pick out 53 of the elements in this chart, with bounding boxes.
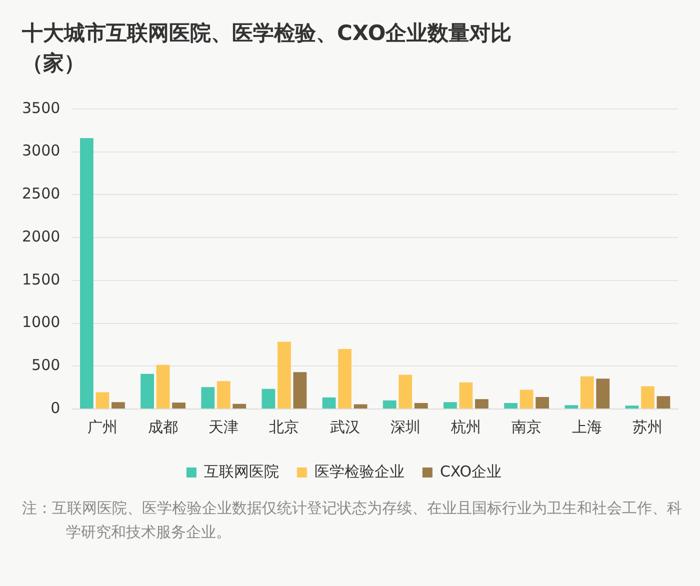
bar	[201, 387, 215, 408]
bar	[156, 364, 170, 408]
text: 注：互联网医院、医学检验企业数据仅统计登记状态为存续、在业且国标行业为卫生和社会工作、科学研究和技术服务企业。	[22, 498, 682, 543]
y-tick-label: 3000	[22, 142, 60, 160]
bar	[322, 397, 336, 408]
bar	[656, 396, 670, 408]
x-tick-label: 广州	[87, 418, 118, 436]
bar	[293, 372, 307, 408]
bar	[520, 390, 534, 408]
bar	[504, 403, 518, 408]
bar	[414, 403, 428, 408]
y-tick-label: 0	[50, 398, 60, 417]
x-tick-label: 南京	[512, 418, 542, 436]
legend-label: CXO企业	[440, 462, 502, 480]
bar	[140, 374, 154, 408]
bar	[536, 397, 549, 408]
chart-title: 十大城市互联网医院、医学检验、CXO企业数量对比（家）	[22, 20, 513, 77]
bar	[232, 404, 246, 408]
bar	[354, 404, 368, 408]
y-tick-label: 2000	[22, 227, 60, 246]
bar	[459, 382, 473, 408]
bar	[580, 376, 594, 408]
bar	[382, 400, 396, 408]
x-tick-label: 深圳	[390, 418, 420, 436]
bar	[262, 388, 276, 408]
bar	[96, 392, 110, 408]
x-tick-label: 武汉	[330, 418, 360, 436]
x-tick-label: 天津	[208, 418, 239, 436]
bar	[596, 378, 610, 408]
bar	[80, 138, 94, 408]
bar	[398, 374, 412, 408]
bar	[172, 402, 186, 408]
y-tick-label: 1500	[22, 270, 60, 288]
bar	[641, 386, 654, 408]
x-tick-label: 上海	[572, 418, 602, 436]
bar	[625, 406, 639, 408]
x-tick-label: 苏州	[632, 418, 663, 436]
y-tick-label: 2500	[22, 184, 60, 203]
bar	[278, 342, 291, 408]
y-tick-label: 1000	[22, 313, 60, 332]
bar	[216, 381, 230, 408]
bar	[564, 405, 578, 408]
legend-label: 互联网医院	[204, 462, 279, 480]
x-tick-label: 成都	[148, 418, 178, 436]
x-tick-label: 杭州	[450, 418, 481, 436]
bar	[475, 399, 488, 408]
y-tick-label: 500	[32, 356, 60, 374]
bar	[112, 402, 125, 408]
x-tick-label: 北京	[269, 418, 300, 436]
y-tick-label: 3500	[22, 98, 60, 117]
bar	[338, 349, 352, 408]
legend-label: 医学检验企业	[314, 462, 404, 480]
bar	[444, 402, 457, 408]
